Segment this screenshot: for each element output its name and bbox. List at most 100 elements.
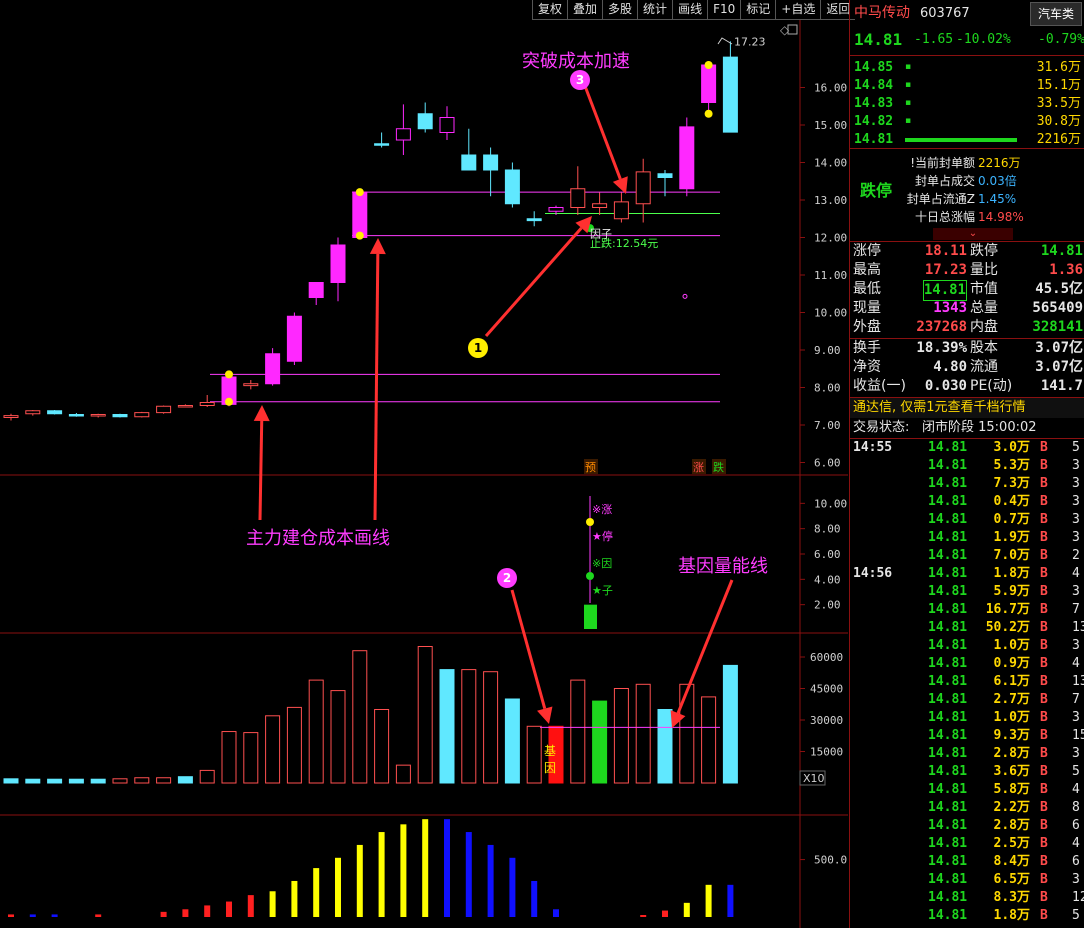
high-label: 17.23 <box>734 35 766 48</box>
toolbar-button-7[interactable]: +自选 <box>775 0 821 20</box>
order-mark: ▪ <box>905 62 912 72</box>
tick-row: 14.81 3.6万 B 5 <box>850 763 1084 781</box>
osc-bar <box>662 910 668 917</box>
tick-price: 14.81 <box>928 620 968 635</box>
order-volume: 33.5万 <box>1036 96 1081 111</box>
order-level[interactable]: 14.85 ▪ 31.6万 <box>850 58 1084 76</box>
badge-zhang: 涨 <box>693 461 704 474</box>
limit-label: 十日总涨幅 <box>914 210 975 224</box>
candle-body <box>417 113 433 130</box>
order-level[interactable]: 14.84 ▪ 15.1万 <box>850 76 1084 94</box>
signal-dot <box>355 188 364 197</box>
order-level[interactable]: 14.82 ▪ 30.8万 <box>850 112 1084 130</box>
volume-bar <box>613 688 629 784</box>
stat-label: 市值 <box>970 281 998 297</box>
finance-row: 净资 4.80 流通 3.07亿 <box>850 358 1084 377</box>
tick-volume: 1.8万 <box>993 566 1030 581</box>
tick-row: 14.81 2.2万 B 8 <box>850 799 1084 817</box>
osc-bar <box>160 911 167 917</box>
candle-body <box>177 405 193 408</box>
vol-tick-label: 30000 <box>810 714 843 727</box>
tick-volume: 1.0万 <box>993 638 1030 653</box>
candle-body <box>265 353 281 385</box>
tick-side: B <box>1040 890 1048 905</box>
tick-price: 14.81 <box>928 854 968 869</box>
zoom-box-icon[interactable] <box>787 24 798 35</box>
tick-volume: 16.7万 <box>985 602 1030 617</box>
volume-bar <box>635 683 651 784</box>
tick-side: B <box>1040 458 1048 473</box>
tick-count: 4 <box>1072 782 1080 797</box>
volume-bar <box>701 696 717 784</box>
toolbar-button-2[interactable]: 多股 <box>602 0 638 20</box>
price-tick-label: 7.00 <box>814 419 841 432</box>
candle-body <box>374 143 390 146</box>
tick-count: 3 <box>1072 512 1080 527</box>
ind-dot <box>586 518 594 526</box>
tick-count: 4 <box>1072 656 1080 671</box>
order-level[interactable]: 14.83 ▪ 33.5万 <box>850 94 1084 112</box>
finance-value: 0.030 <box>924 378 967 394</box>
trade-status-label: 交易状态: <box>853 420 910 435</box>
toolbar-button-3[interactable]: 统计 <box>637 0 673 20</box>
candle-body <box>701 64 717 103</box>
tick-count: 3 <box>1072 746 1080 761</box>
ind-tick-label: 10.00 <box>814 497 847 510</box>
toolbar: 复权 叠加 多股 统计 画线 F10 标记 +自选 返回 <box>532 0 856 20</box>
trade-status-value: 闭市阶段 15:00:02 <box>922 420 1037 435</box>
candle-body <box>243 383 259 387</box>
order-level[interactable]: 14.81 2216万 <box>850 130 1084 148</box>
yinzi-label: 因子 <box>590 228 612 241</box>
tick-side: B <box>1040 548 1048 563</box>
toolbar-button-5[interactable]: F10 <box>707 0 741 20</box>
sector-button[interactable]: 汽车类 <box>1030 2 1082 26</box>
expand-icon[interactable]: ⌄ <box>933 228 1013 240</box>
stat-value: 1.36 <box>1049 262 1083 278</box>
toolbar-button-8[interactable]: 返回 <box>820 0 856 20</box>
tick-side: B <box>1040 512 1048 527</box>
toolbar-button-1[interactable]: 叠加 <box>567 0 603 20</box>
tick-volume: 50.2万 <box>985 620 1030 635</box>
osc-bar <box>182 909 189 917</box>
toolbar-button-4[interactable]: 画线 <box>672 0 708 20</box>
marker-3: 3 <box>570 70 590 90</box>
volume-bar <box>3 778 19 784</box>
vol-tick-label: 15000 <box>810 746 843 759</box>
candle-body <box>286 315 302 362</box>
stat-value: 14.81 <box>922 280 967 301</box>
finance-label: 流通 <box>970 359 998 375</box>
tick-volume: 5.8万 <box>993 782 1030 797</box>
gene-label-2: 因 <box>544 761 556 775</box>
tick-count: 8 <box>1072 800 1080 815</box>
tick-volume: 7.0万 <box>993 548 1030 563</box>
tick-price: 14.81 <box>928 476 968 491</box>
tick-volume: 8.4万 <box>993 854 1030 869</box>
toolbar-button-6[interactable]: 标记 <box>740 0 776 20</box>
tick-row: 14.81 0.7万 B 3 <box>850 511 1084 529</box>
osc-bar <box>465 832 472 917</box>
osc-bar <box>378 832 385 917</box>
tick-price: 14.81 <box>928 764 968 779</box>
zoom-diamond-icon[interactable]: ◇ <box>780 23 790 37</box>
volume-bar <box>461 669 477 784</box>
promo-bar[interactable]: 通达信, 仅需1元查看千档行情 <box>850 398 1084 418</box>
chart-svg[interactable]: 6.007.008.009.0010.0011.0012.0013.0014.0… <box>0 0 848 928</box>
tick-row: 14.81 0.4万 B 3 <box>850 493 1084 511</box>
osc-bar <box>204 905 211 917</box>
badge-zhang-bg <box>692 459 706 474</box>
price-change-pct: -10.02% <box>956 32 1011 47</box>
tick-side: B <box>1040 656 1048 671</box>
tick-time: 14:55 <box>853 440 893 455</box>
toolbar-button-0[interactable]: 复权 <box>532 0 568 20</box>
chart-area[interactable]: 6.00 7.00 8.00 9.00 10.00 11.00 12.00 13.00 14.0… <box>0 0 856 928</box>
finance-value: 4.80 <box>933 359 967 375</box>
tick-row: 14.81 5.3万 B 3 <box>850 457 1084 475</box>
promo-text[interactable]: 通达信, 仅需1元查看千档行情 <box>853 400 1026 415</box>
tick-price: 14.81 <box>928 890 968 905</box>
order-price: 14.82 <box>854 114 894 129</box>
osc-bar <box>95 914 102 917</box>
price-tick-label: 12.00 <box>814 232 847 245</box>
price-tick-label: 14.00 <box>814 157 847 170</box>
stat-label: 跌停 <box>970 243 998 259</box>
candle-body <box>657 173 673 178</box>
